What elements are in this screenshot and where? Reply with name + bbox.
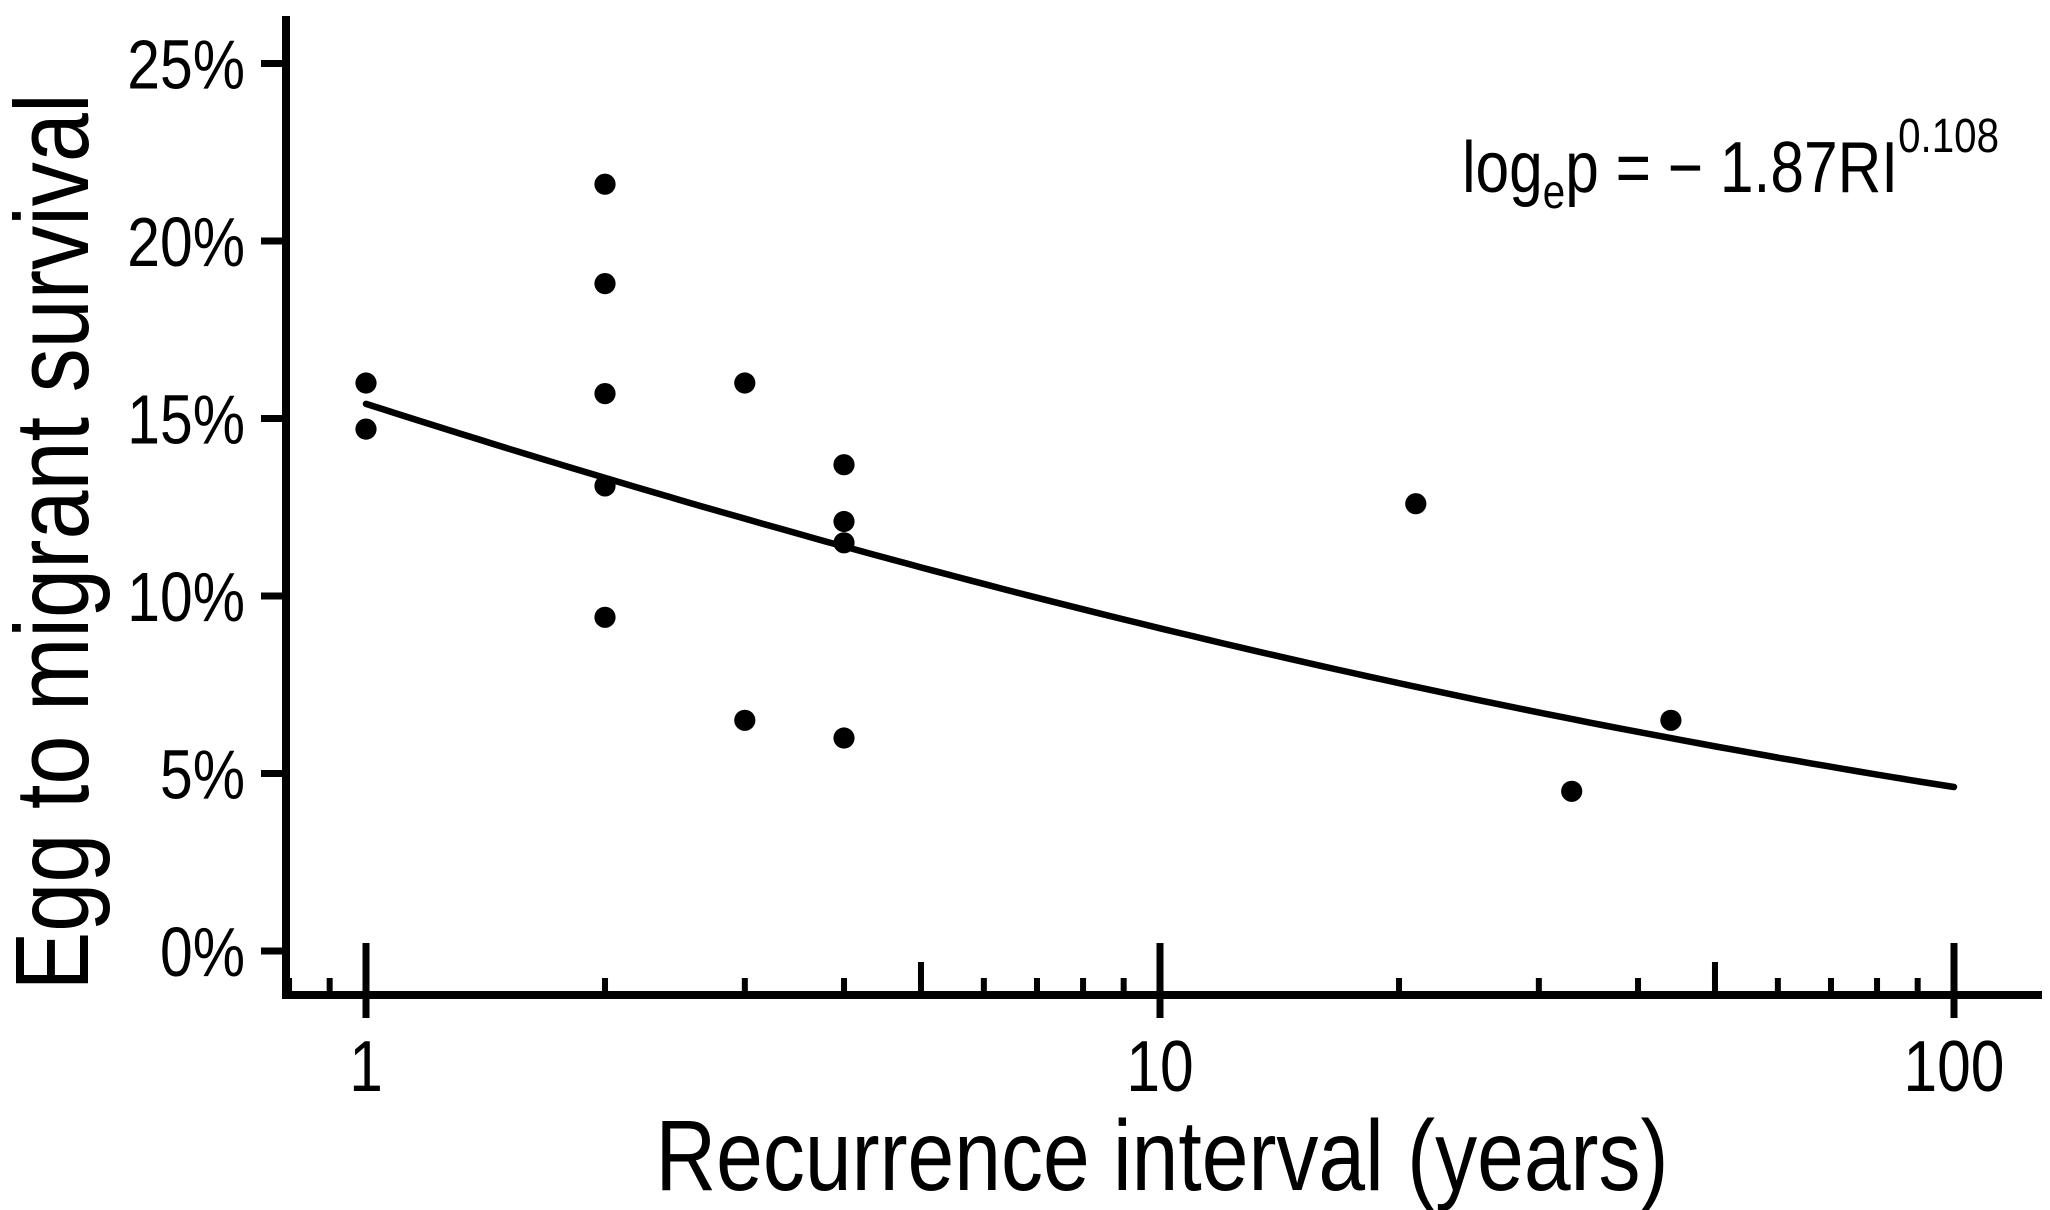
data-point <box>594 173 616 195</box>
data-point <box>594 475 616 497</box>
equation-lhs: log <box>1462 128 1543 208</box>
y-axis-title: Egg to migrant survival <box>0 93 111 990</box>
data-point <box>1405 493 1427 515</box>
equation-subscript: e <box>1543 166 1565 219</box>
equation-variable: p <box>1565 128 1599 208</box>
equation-rhs: 1.87RI <box>1720 128 1898 208</box>
data-point <box>833 510 855 533</box>
data-point <box>833 454 855 476</box>
data-point <box>833 727 855 749</box>
data-point <box>594 606 616 628</box>
x-axis-title: Recurrence interval (years) <box>656 1100 1669 1210</box>
data-point <box>594 273 616 295</box>
x-tick-label: 10 <box>1126 1027 1193 1107</box>
data-point <box>355 372 377 394</box>
y-tick-label: 5% <box>160 736 245 814</box>
axis-frame <box>282 16 2042 999</box>
y-tick-label: 0% <box>160 913 245 991</box>
fit-equation-label: logep = − 1.87RI0.108 <box>1462 110 1999 219</box>
data-point <box>1660 709 1682 731</box>
y-tick-label: 20% <box>127 203 245 281</box>
data-point <box>594 383 616 405</box>
data-point <box>833 532 855 554</box>
data-point <box>355 418 377 440</box>
data-point <box>734 372 756 394</box>
y-tick-label: 25% <box>127 26 245 104</box>
x-tick-label: 100 <box>1904 1027 2005 1107</box>
equation-relation: = − <box>1599 128 1720 208</box>
equation-exponent: 0.108 <box>1898 110 1999 163</box>
y-tick-label: 15% <box>127 381 245 459</box>
data-point <box>734 709 756 731</box>
data-point <box>1561 780 1583 802</box>
x-tick-label: 1 <box>349 1027 383 1107</box>
y-tick-label: 10% <box>127 558 245 636</box>
fit-curve <box>362 400 1958 791</box>
